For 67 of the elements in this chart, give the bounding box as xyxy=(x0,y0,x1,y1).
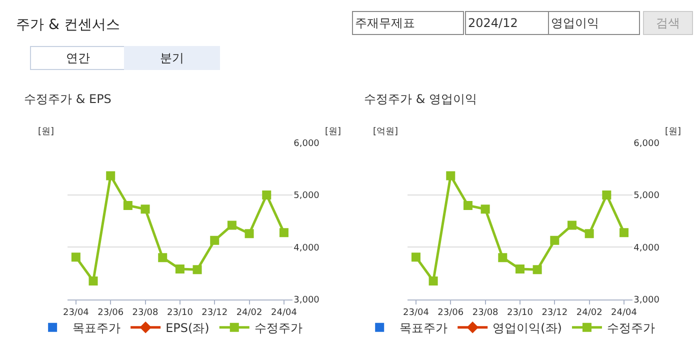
point xyxy=(602,190,612,200)
text: 2024/12 xyxy=(468,16,518,30)
y2-tick-label: 5,000 xyxy=(294,191,320,202)
text: 연간 xyxy=(66,51,90,65)
legend-label: 수정주가 xyxy=(254,321,302,336)
text: 영업이익 xyxy=(551,16,599,30)
chart-title: 수정주가 & EPS xyxy=(24,92,112,106)
x-tick-label: 24/04 xyxy=(611,308,638,318)
text: 검색 xyxy=(656,16,680,30)
y2-tick-label: 3,000 xyxy=(294,295,320,306)
point xyxy=(262,190,272,200)
point xyxy=(227,220,236,230)
point xyxy=(279,228,288,238)
point xyxy=(71,252,80,262)
legend-label: 목표주가 xyxy=(400,321,448,336)
text: 주재무제표 xyxy=(355,16,415,30)
y2-tick-label: 5,000 xyxy=(634,191,660,202)
y2-tick-label: 6,000 xyxy=(634,139,660,150)
y2-axis-title: [원] xyxy=(325,127,342,137)
point xyxy=(446,171,456,180)
chart-title: 수정주가 & 영업이익 xyxy=(364,92,477,106)
point xyxy=(550,236,560,245)
x-tick-label: 23/10 xyxy=(507,308,534,318)
legend-label: 수정주가 xyxy=(606,321,655,336)
x-tick-label: 24/02 xyxy=(576,308,602,318)
y2-tick-label: 4,000 xyxy=(294,243,320,254)
point xyxy=(210,236,220,245)
point xyxy=(192,265,202,274)
point xyxy=(140,204,150,214)
point xyxy=(175,264,184,274)
point xyxy=(463,200,472,210)
x-tick-label: 24/02 xyxy=(236,308,262,318)
point xyxy=(158,253,168,262)
text: 주가 & 컨센서스 xyxy=(16,17,120,33)
point xyxy=(584,229,594,238)
point xyxy=(244,229,254,238)
y2-axis-title: [원] xyxy=(665,127,682,137)
point xyxy=(515,264,524,274)
y-axis-title: [억원] xyxy=(373,127,398,137)
x-tick-label: 23/06 xyxy=(98,308,124,318)
x-tick-label: 23/12 xyxy=(202,308,228,318)
point xyxy=(88,276,98,286)
x-tick-label: 24/04 xyxy=(271,308,298,318)
x-tick-label: 23/06 xyxy=(438,308,464,318)
x-tick-label: 23/08 xyxy=(132,308,159,318)
x-tick-label: 23/08 xyxy=(472,308,499,318)
legend-label: 목표주가 xyxy=(72,321,121,336)
y2-tick-label: 3,000 xyxy=(634,295,660,306)
x-tick-label: 23/04 xyxy=(62,308,90,318)
point xyxy=(123,200,132,210)
x-tick-label: 23/12 xyxy=(542,308,568,318)
legend-label: 영업이익(좌) xyxy=(492,321,562,336)
point xyxy=(568,220,577,230)
point xyxy=(411,252,420,262)
point xyxy=(498,253,508,262)
point xyxy=(428,276,438,286)
point xyxy=(532,265,542,274)
point xyxy=(106,171,116,180)
text: 분기 xyxy=(160,51,184,65)
x-tick-label: 23/04 xyxy=(403,308,430,318)
x-tick-label: 23/10 xyxy=(166,308,194,318)
point xyxy=(620,228,629,238)
point xyxy=(480,204,490,214)
y2-tick-label: 6,000 xyxy=(294,139,320,150)
legend-label: EPS(좌) xyxy=(166,321,210,336)
y-axis-title: [원] xyxy=(38,127,54,137)
y2-tick-label: 4,000 xyxy=(634,243,660,254)
